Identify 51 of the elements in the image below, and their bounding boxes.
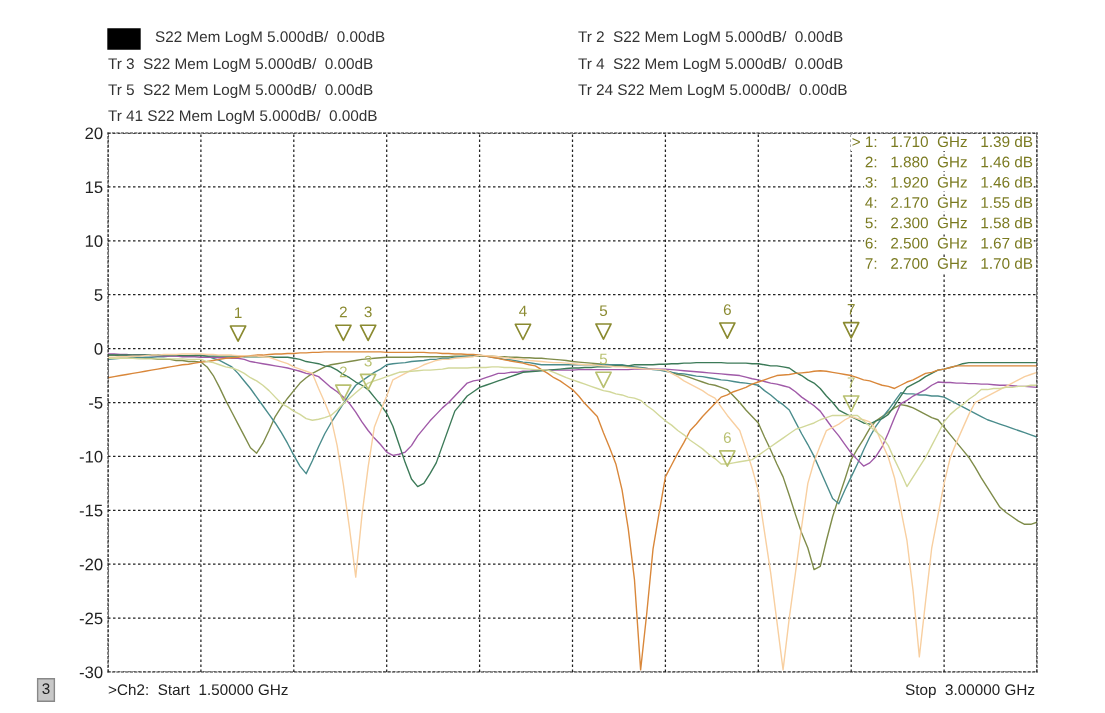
annotation: 1 <box>234 307 242 318</box>
annotation: 6 <box>723 304 731 316</box>
text: 3 <box>42 683 50 695</box>
annotation: 7 <box>847 304 855 315</box>
point <box>595 371 612 389</box>
annotation: 3 <box>364 306 372 318</box>
y-tick-label: -20 <box>79 558 103 571</box>
annotation: > 1: 1.710 GHz 1.39 dB <box>852 135 1033 148</box>
annotation: 2 <box>339 306 347 318</box>
annotation: 7: 2.700 GHz 1.70 dB <box>865 257 1033 269</box>
point <box>842 395 860 413</box>
point <box>359 324 377 342</box>
annotation: 6 <box>723 432 731 444</box>
y-tick-label: -5 <box>89 397 103 409</box>
point <box>595 323 612 341</box>
annotation: 3: 1.920 GHz 1.46 dB <box>865 176 1033 188</box>
annotation: 4 <box>519 305 527 317</box>
y-tick-label: 15 <box>85 181 103 194</box>
line-series <box>108 353 1037 467</box>
annotation: 6: 2.500 GHz 1.67 dB <box>865 237 1033 249</box>
point <box>229 325 247 343</box>
point <box>842 321 860 339</box>
point <box>718 322 736 340</box>
text: Tr 24 S22 Mem LogM 5.000dB/ 0.00dB <box>578 83 847 99</box>
annotation: 5 <box>599 305 608 317</box>
y-tick-label: -25 <box>79 612 103 625</box>
text: Tr 2 S22 Mem LogM 5.000dB/ 0.00dB <box>578 30 843 46</box>
y-tick-label: -30 <box>79 666 103 679</box>
annotation: 4: 2.170 GHz 1.55 dB <box>865 196 1033 208</box>
point <box>359 373 377 391</box>
text: Tr 41 S22 Mem LogM 5.000dB/ 0.00dB <box>108 109 377 125</box>
y-tick-label: -15 <box>79 504 103 517</box>
annotation: 5 <box>599 353 608 365</box>
text: Stop 3.00000 GHz <box>905 684 1035 699</box>
y-tick-label: 5 <box>94 289 103 301</box>
annotation: 2: 1.880 GHz 1.46 dB <box>865 156 1033 168</box>
point <box>514 323 532 341</box>
text: S22 Mem LogM 5.000dB/ 0.00dB <box>155 30 385 46</box>
point <box>334 384 352 402</box>
text: >Ch2: Start 1.50000 GHz <box>108 683 288 696</box>
y-tick-label: -10 <box>79 450 103 463</box>
y-tick-label: 0 <box>94 343 103 355</box>
text: Tr 3 S22 Mem LogM 5.000dB/ 0.00dB <box>108 57 373 73</box>
point <box>718 450 736 467</box>
point <box>334 324 352 342</box>
text: Tr 4 S22 Mem LogM 5.000dB/ 0.00dB <box>578 57 843 73</box>
y-tick-label: 10 <box>85 235 103 247</box>
annotation: 7 <box>847 377 855 388</box>
y-tick-label: 20 <box>85 127 103 140</box>
annotation: 5: 2.300 GHz 1.58 dB <box>865 217 1033 229</box>
text: Tr 5 S22 Mem LogM 5.000dB/ 0.00dB <box>108 83 373 99</box>
